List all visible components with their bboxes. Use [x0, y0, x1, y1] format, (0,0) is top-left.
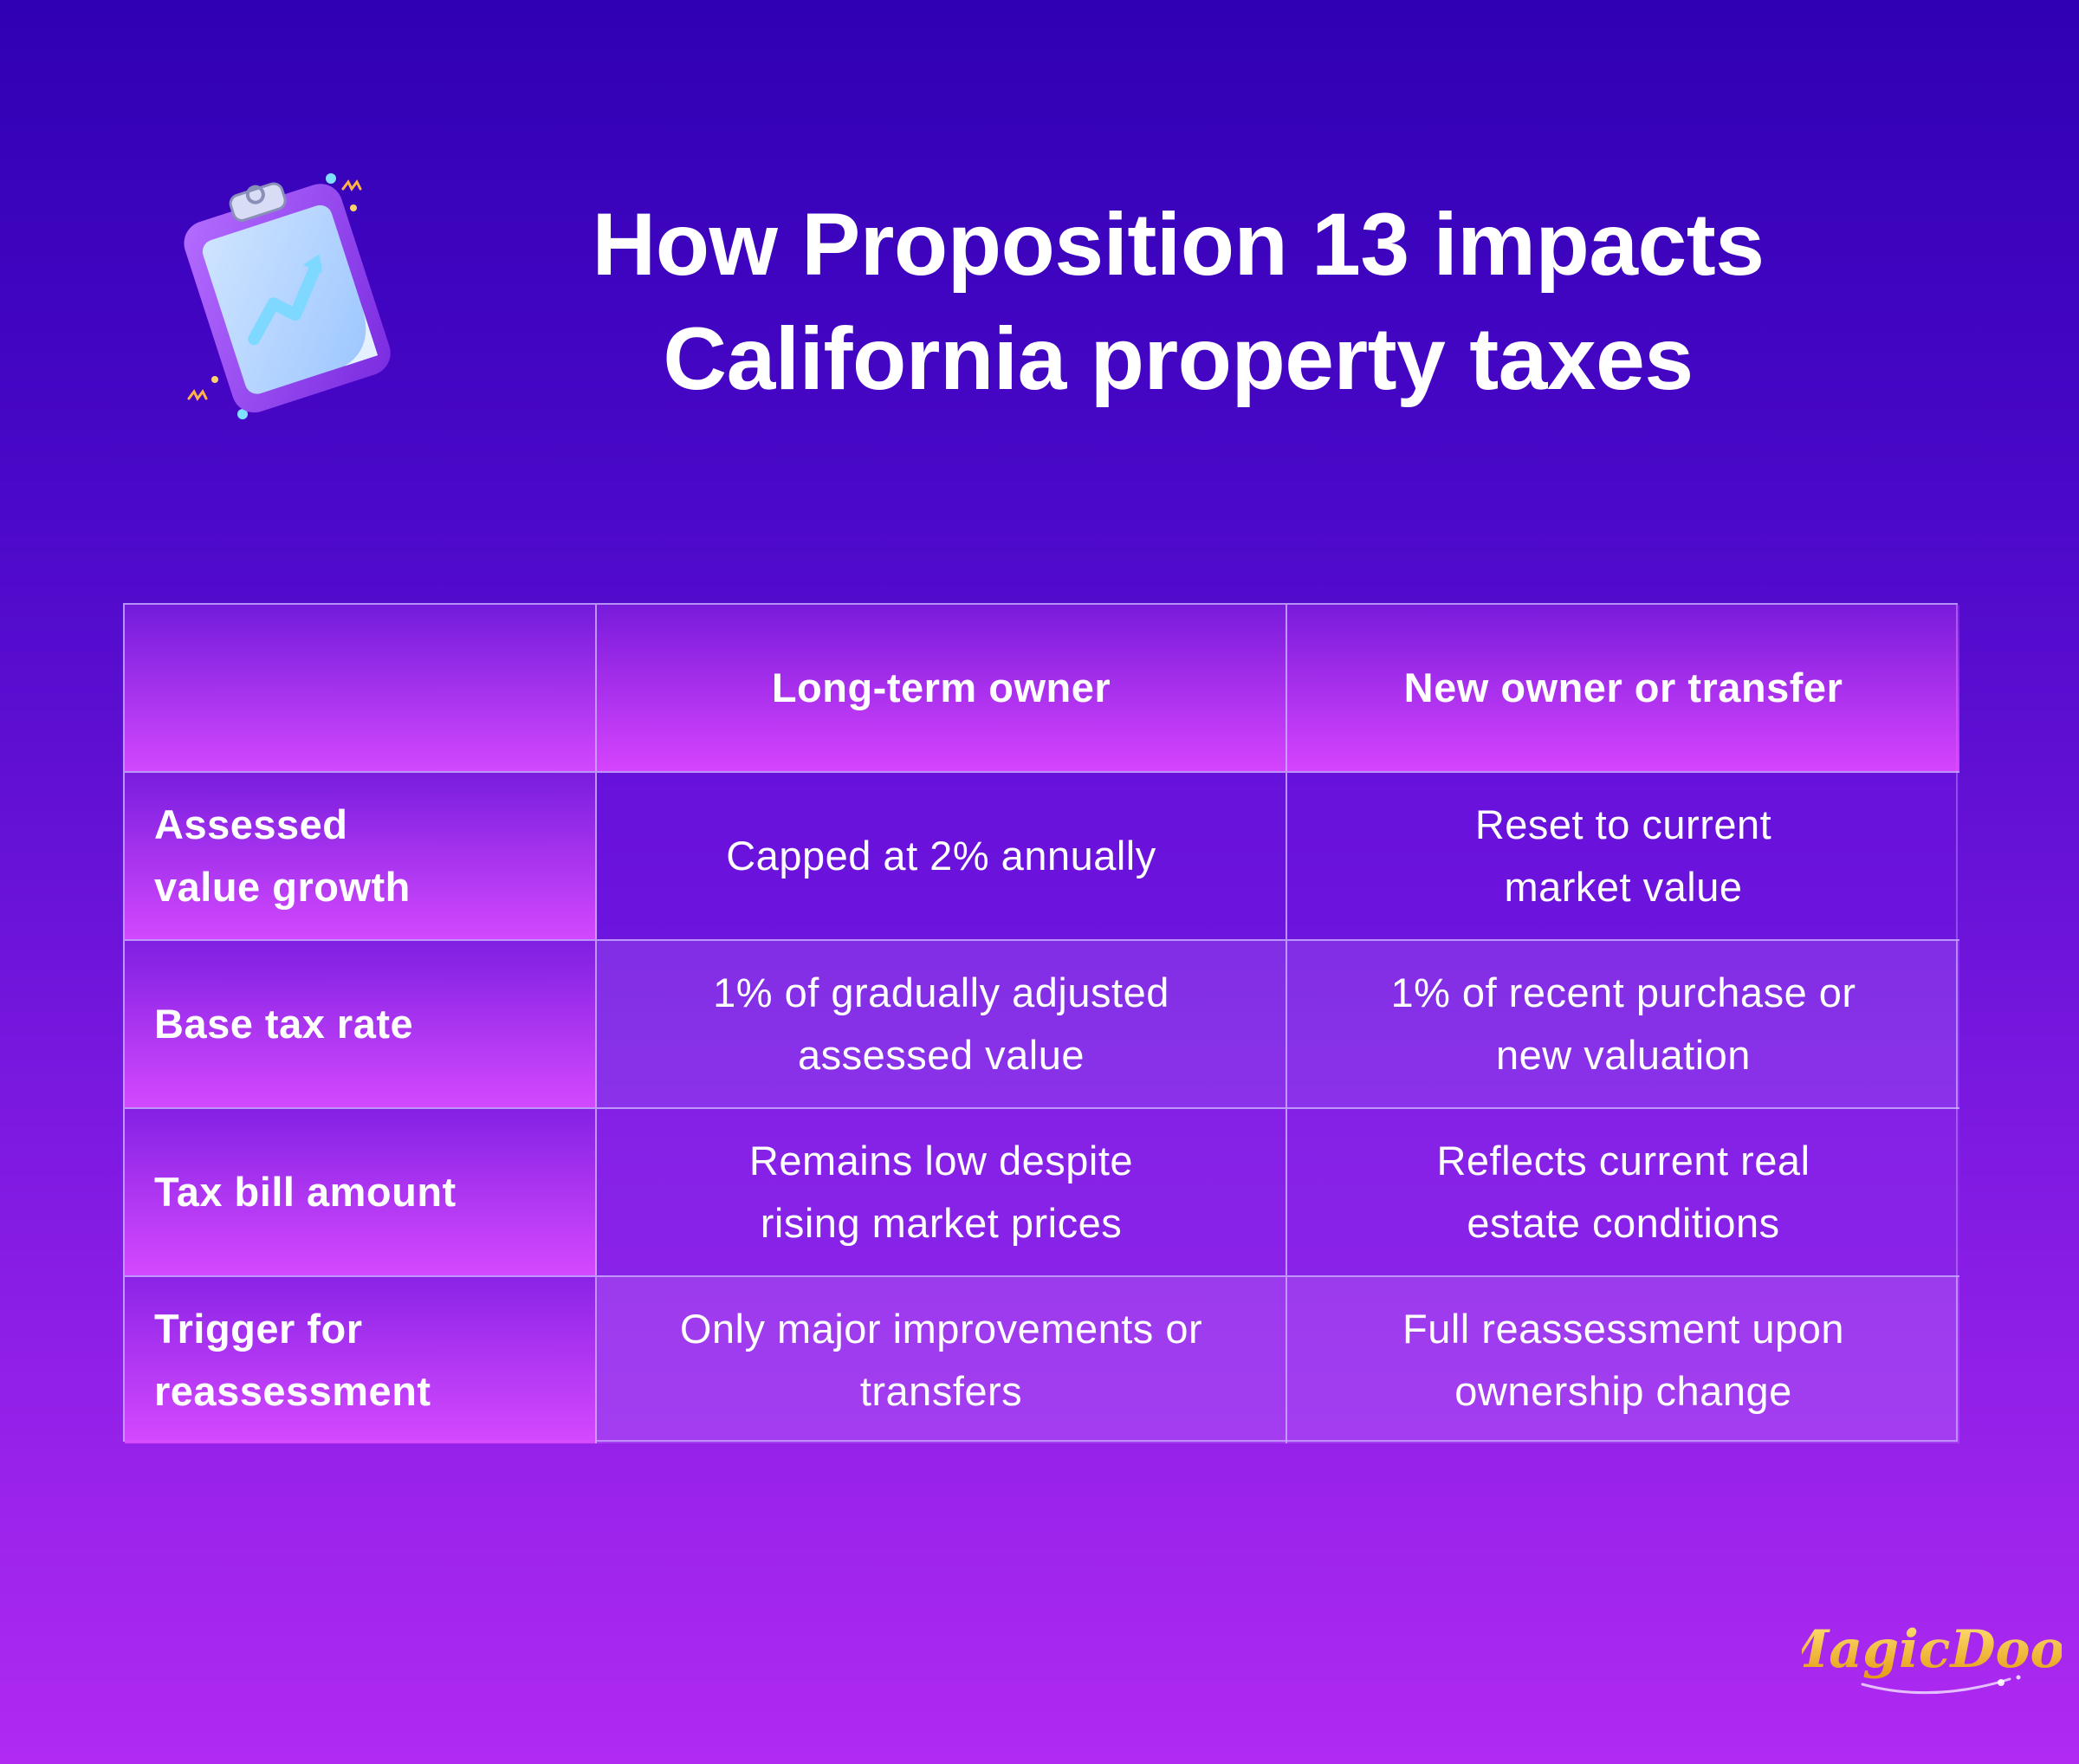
logo-text: MagicDoor — [1802, 1619, 2062, 1680]
row-header-trigger-for-reassessment: Trigger for reassessment — [125, 1277, 597, 1443]
page-title-line-2: California property taxes — [663, 309, 1694, 408]
cell-text: Reset to current market value — [1474, 801, 1772, 910]
cell-text: Only major improvements or transfers — [679, 1306, 1203, 1414]
column-header-new-owner: New owner or transfer — [1287, 605, 1959, 773]
row-header-label: Trigger for reassessment — [154, 1306, 431, 1414]
row-header-label: Tax bill amount — [154, 1169, 457, 1215]
table-cell: Reset to current market value — [1287, 773, 1959, 941]
table-corner-cell — [125, 605, 597, 773]
table-cell: 1% of recent purchase or new valuation — [1287, 941, 1959, 1109]
page-title: How Proposition 13 impacts California pr… — [485, 187, 1871, 416]
cell-text: 1% of gradually adjusted assessed value — [713, 970, 1169, 1078]
row-header-label: Base tax rate — [154, 1001, 414, 1047]
page-title-line-1: How Proposition 13 impacts — [592, 195, 1765, 294]
cell-text: Full reassessment upon ownership change — [1402, 1306, 1844, 1414]
row-header-assessed-value-growth: Assessed value growth — [125, 773, 597, 941]
cell-text: Remains low despite rising market prices — [748, 1138, 1134, 1246]
table-cell: Full reassessment upon ownership change — [1287, 1277, 1959, 1443]
table-cell: Remains low despite rising market prices — [597, 1109, 1287, 1277]
row-header-tax-bill-amount: Tax bill amount — [125, 1109, 597, 1277]
comparison-table: Long-term owner New owner or transfer As… — [123, 603, 1959, 1443]
table-cell: Only major improvements or transfers — [597, 1277, 1287, 1443]
magicdoor-logo: MagicDoor — [1802, 1619, 2062, 1695]
row-header-base-tax-rate: Base tax rate — [125, 941, 597, 1109]
cell-text: Capped at 2% annually — [726, 833, 1156, 879]
row-header-label: Assessed value growth — [154, 801, 411, 910]
cell-text: 1% of recent purchase or new valuation — [1390, 970, 1856, 1078]
table-cell: Capped at 2% annually — [597, 773, 1287, 941]
table-cell: 1% of gradually adjusted assessed value — [597, 941, 1287, 1109]
table-cell: Reflects current real estate conditions — [1287, 1109, 1959, 1277]
clipboard-chart-icon — [184, 173, 391, 419]
column-header-long-term-owner: Long-term owner — [597, 605, 1287, 773]
cell-text: Reflects current real estate conditions — [1436, 1138, 1810, 1246]
